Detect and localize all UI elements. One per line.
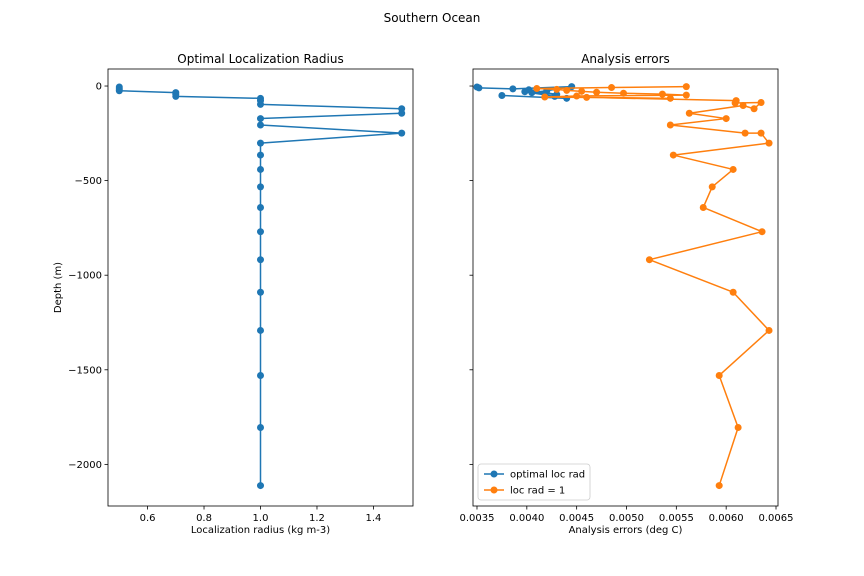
data-point xyxy=(757,129,765,137)
data-point xyxy=(172,92,180,100)
x-tick-label: 0.0050 xyxy=(609,513,644,524)
data-point xyxy=(257,228,264,236)
data-point xyxy=(741,129,749,137)
legend-label: loc rad = 1 xyxy=(510,486,565,497)
y-tick-label: 0 xyxy=(96,82,102,93)
data-point xyxy=(257,203,264,211)
x-tick-label: 0.6 xyxy=(140,513,156,524)
data-point xyxy=(257,121,264,129)
chart-right: Analysis errors Analysis errors (deg C) … xyxy=(459,52,793,536)
y-tick-label: −1000 xyxy=(68,271,102,282)
data-point xyxy=(541,93,549,101)
data-point xyxy=(398,109,406,117)
data-point xyxy=(257,256,264,264)
data-point xyxy=(257,151,264,159)
data-point xyxy=(475,84,483,92)
data-point xyxy=(765,326,773,334)
data-point xyxy=(563,86,571,94)
data-point xyxy=(257,326,264,334)
data-point xyxy=(645,256,653,264)
data-point xyxy=(578,87,586,95)
data-point xyxy=(521,88,529,96)
data-point xyxy=(573,92,581,100)
legend: optimal loc rad loc rad = 1 xyxy=(477,463,591,501)
data-point xyxy=(257,115,264,123)
chart-right-title: Analysis errors xyxy=(581,52,670,66)
data-point xyxy=(722,115,730,123)
data-point xyxy=(553,85,561,93)
data-point xyxy=(757,98,765,106)
data-point xyxy=(765,139,773,147)
data-point xyxy=(593,88,601,96)
data-point xyxy=(608,84,616,92)
x-tick-label: 1.2 xyxy=(309,513,325,524)
data-point xyxy=(257,139,264,147)
data-point xyxy=(715,482,723,490)
x-tick-label: 0.0035 xyxy=(459,513,494,524)
data-point xyxy=(729,165,737,173)
axes-frame xyxy=(472,68,779,507)
data-point xyxy=(257,371,264,379)
data-point xyxy=(682,91,690,99)
data-point xyxy=(257,165,264,173)
data-point xyxy=(257,100,264,108)
data-point xyxy=(758,228,766,236)
x-tick-label: 0.0055 xyxy=(659,513,694,524)
x-tick-label: 0.0040 xyxy=(509,513,544,524)
y-tick-label: −2000 xyxy=(68,460,102,471)
chart-left-xlabel: Localization radius (kg m-3) xyxy=(191,525,330,536)
data-point xyxy=(583,93,591,101)
chart-left-plot: 0.6 0.8 1.0 1.2 1.4 0 −500 −1000 −1500 −2000 xyxy=(68,68,414,524)
data-point xyxy=(682,83,690,91)
data-point xyxy=(509,85,517,93)
data-point xyxy=(257,288,264,296)
data-point xyxy=(699,203,707,211)
x-tick-label: 0.0045 xyxy=(559,513,594,524)
data-point xyxy=(750,105,758,113)
chart-right-xlabel: Analysis errors (deg C) xyxy=(569,525,683,536)
data-point xyxy=(620,89,628,97)
axes-frame xyxy=(107,68,414,507)
chart-left: Optimal Localization Radius Localization… xyxy=(53,52,414,536)
data-point xyxy=(398,129,406,137)
x-tick-label: 1.4 xyxy=(366,513,382,524)
data-point xyxy=(708,183,716,191)
data-point xyxy=(498,91,506,99)
legend-box xyxy=(477,463,591,501)
data-point xyxy=(115,87,123,95)
data-point xyxy=(666,94,674,102)
chart-right-plot: 0.0035 0.0040 0.0045 0.0050 0.0055 0.0060 0.00… xyxy=(459,68,794,524)
data-point xyxy=(729,288,737,296)
chart-left-ylabel: Depth (m) xyxy=(53,262,64,313)
legend-label: optimal loc rad xyxy=(510,470,585,481)
legend-marker xyxy=(490,486,498,494)
chart-left-title: Optimal Localization Radius xyxy=(177,52,343,66)
data-point xyxy=(666,121,674,129)
data-point xyxy=(685,109,693,117)
data-point xyxy=(739,102,747,110)
x-tick-label: 0.8 xyxy=(196,513,212,524)
data-point xyxy=(734,423,742,431)
data-point xyxy=(257,423,264,431)
data-point xyxy=(533,84,541,92)
data-point xyxy=(669,151,677,159)
y-tick-label: −500 xyxy=(75,176,102,187)
data-point xyxy=(257,482,264,490)
data-point xyxy=(257,183,264,191)
data-point xyxy=(731,99,739,107)
x-tick-label: 1.0 xyxy=(253,513,269,524)
x-tick-label: 0.0065 xyxy=(759,513,794,524)
data-point xyxy=(715,371,723,379)
x-tick-label: 0.0060 xyxy=(709,513,744,524)
legend-marker xyxy=(490,470,498,478)
y-tick-label: −1500 xyxy=(68,365,102,376)
data-point xyxy=(658,90,666,98)
figure-title: Southern Ocean xyxy=(384,11,481,25)
